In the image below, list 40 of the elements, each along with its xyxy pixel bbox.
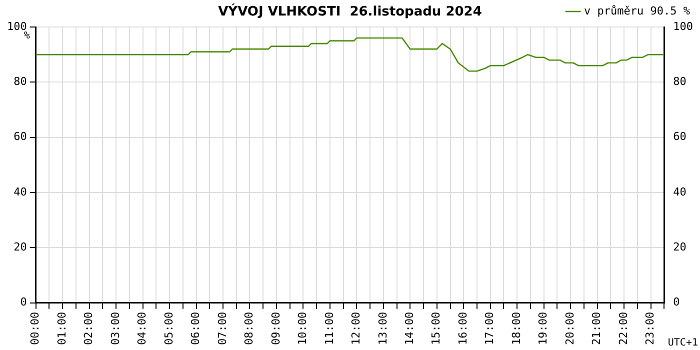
x-tick-label: 04:00 (136, 312, 149, 346)
x-tick-label: 18:00 (510, 312, 523, 346)
x-tick-label: 23:00 (644, 312, 657, 346)
y-tick-label: 80 (14, 75, 27, 88)
x-tick-label: 10:00 (296, 312, 310, 346)
x-tick-label: 16:00 (456, 312, 470, 346)
x-tick-label: 06:00 (189, 312, 202, 346)
x-tick-label: 19:00 (536, 312, 550, 346)
y-tick-label: 100 (6, 20, 27, 33)
y2-tick-label: 20 (673, 240, 686, 254)
x-tick-label: 00:00 (28, 312, 42, 346)
x-tick-label: 09:00 (269, 312, 282, 346)
y2-tick-label: 100 (673, 20, 694, 33)
y-axis-title: % (24, 30, 30, 42)
chart-title: VÝVOJ VLHKOSTI 26.listopadu 2024 (218, 2, 482, 20)
x-tick-label: 01:00 (55, 312, 68, 346)
y-tick-label: 0 (20, 296, 27, 309)
x-tick-label: 02:00 (82, 312, 96, 346)
y2-tick-label: 80 (673, 75, 686, 88)
x-tick-label: 05:00 (162, 312, 176, 346)
x-tick-label: 07:00 (216, 312, 229, 346)
x-tick-label: 17:00 (483, 312, 496, 346)
y-tick-label: 20 (14, 240, 27, 254)
y-tick-label: 60 (14, 130, 27, 144)
y2-tick-label: 0 (673, 296, 680, 309)
x-tick-label: 12:00 (350, 312, 363, 346)
x-tick-label: 13:00 (376, 312, 390, 346)
y2-tick-label: 40 (673, 185, 686, 198)
x-tick-label: 14:00 (403, 312, 416, 346)
x-tick-label: 15:00 (430, 312, 443, 346)
x-tick-label: 03:00 (108, 312, 122, 346)
x-tick-label: 11:00 (322, 312, 336, 346)
x-tick-label: 20:00 (563, 312, 576, 346)
x-tick-label: 22:00 (616, 312, 630, 346)
y-tick-label: 40 (14, 185, 27, 198)
x-tick-label: 08:00 (242, 312, 256, 346)
legend-label: v průměru 90.5 % (584, 4, 690, 18)
x-tick-label: 21:00 (590, 312, 604, 346)
text: UTC+1 (668, 338, 698, 349)
y2-tick-label: 60 (673, 130, 686, 144)
